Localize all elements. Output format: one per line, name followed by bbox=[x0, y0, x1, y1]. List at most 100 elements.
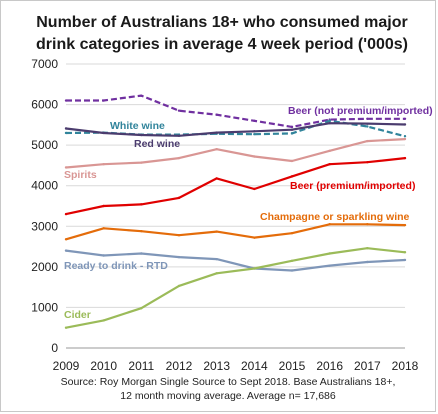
x-tick-label: 2012 bbox=[166, 359, 193, 373]
data-point bbox=[328, 122, 331, 125]
data-point bbox=[215, 257, 218, 261]
data-point bbox=[102, 204, 105, 208]
data-point bbox=[102, 99, 105, 102]
series-label: Beer (premium/imported) bbox=[290, 180, 415, 192]
data-point bbox=[140, 94, 143, 97]
data-point bbox=[328, 163, 331, 166]
y-tick-label: 3000 bbox=[31, 219, 58, 233]
data-point bbox=[403, 123, 407, 126]
series-label: Champagne or sparkling wine bbox=[260, 211, 410, 223]
data-point bbox=[177, 196, 181, 200]
series-line bbox=[65, 247, 406, 329]
data-point bbox=[215, 148, 218, 151]
series-label: Spirits bbox=[64, 169, 97, 181]
y-tick-label: 5000 bbox=[31, 138, 58, 152]
data-point bbox=[102, 227, 105, 230]
data-point bbox=[290, 175, 294, 178]
y-tick-label: 0 bbox=[51, 341, 58, 355]
data-point bbox=[64, 99, 68, 102]
data-point bbox=[140, 203, 143, 206]
data-point bbox=[140, 252, 143, 255]
data-point bbox=[102, 131, 105, 135]
data-point bbox=[366, 246, 369, 250]
data-point bbox=[403, 117, 407, 120]
data-point bbox=[403, 251, 407, 254]
series-label: Ready to drink - RTD bbox=[64, 260, 168, 272]
data-point bbox=[253, 267, 256, 270]
data-point bbox=[403, 135, 407, 138]
y-tick-label: 7000 bbox=[31, 57, 58, 71]
series-labels: Beer (not premium/imported) White wine Red… bbox=[64, 105, 433, 321]
data-point bbox=[328, 223, 331, 226]
x-tick-label: 2018 bbox=[392, 359, 419, 373]
data-point bbox=[366, 125, 369, 128]
series-lines bbox=[64, 94, 407, 329]
data-point bbox=[366, 260, 369, 264]
data-point bbox=[328, 252, 331, 255]
data-point bbox=[177, 109, 181, 112]
data-point bbox=[102, 163, 105, 166]
data-point bbox=[64, 238, 68, 241]
x-tick-label: 2016 bbox=[316, 359, 343, 373]
data-point bbox=[403, 156, 407, 160]
data-point bbox=[290, 128, 294, 131]
x-tick-label: 2015 bbox=[279, 359, 306, 373]
data-point bbox=[366, 160, 369, 164]
series-line bbox=[65, 249, 406, 272]
data-point bbox=[328, 264, 331, 267]
data-point bbox=[290, 159, 294, 163]
data-point bbox=[215, 177, 218, 180]
x-tick-label: 2009 bbox=[53, 359, 80, 373]
data-point bbox=[215, 113, 218, 116]
data-point bbox=[403, 223, 407, 227]
data-point bbox=[64, 249, 68, 252]
data-point bbox=[177, 255, 181, 259]
data-point bbox=[366, 139, 369, 143]
series-label: White wine bbox=[110, 120, 165, 132]
data-point bbox=[64, 127, 68, 130]
data-point bbox=[403, 258, 407, 262]
grid bbox=[66, 63, 405, 349]
series-label: Cider bbox=[64, 309, 91, 321]
series-line bbox=[65, 157, 406, 216]
y-tick-label: 6000 bbox=[31, 98, 58, 112]
data-point bbox=[290, 259, 294, 262]
series-line bbox=[66, 94, 405, 129]
data-point bbox=[64, 326, 68, 329]
data-point bbox=[215, 131, 218, 134]
data-point bbox=[290, 132, 294, 135]
data-point bbox=[177, 156, 181, 160]
series-line bbox=[65, 223, 406, 241]
data-point bbox=[64, 212, 68, 216]
data-point bbox=[403, 137, 407, 141]
y-tick-label: 2000 bbox=[31, 260, 58, 274]
x-tick-label: 2013 bbox=[203, 359, 230, 373]
x-tick-label: 2011 bbox=[128, 359, 154, 373]
data-point bbox=[177, 284, 181, 288]
chart-title-line-1: Number of Australians 18+ who consumed m… bbox=[36, 14, 408, 31]
y-tick-label: 1000 bbox=[31, 300, 58, 314]
data-point bbox=[177, 234, 181, 237]
data-point bbox=[140, 161, 143, 164]
data-point bbox=[215, 272, 218, 275]
data-point bbox=[64, 166, 68, 169]
data-point bbox=[177, 134, 181, 138]
series-label: Beer (not premium/imported) bbox=[288, 105, 433, 117]
data-point bbox=[102, 319, 105, 322]
data-point bbox=[328, 119, 331, 123]
data-point bbox=[290, 269, 294, 272]
data-point bbox=[253, 119, 256, 123]
data-point bbox=[253, 236, 256, 239]
data-point bbox=[366, 223, 369, 226]
data-point bbox=[253, 132, 256, 136]
data-point bbox=[290, 231, 294, 235]
data-point bbox=[290, 125, 294, 129]
data-point bbox=[140, 307, 143, 310]
data-point bbox=[215, 230, 218, 233]
data-point bbox=[328, 149, 331, 153]
data-point bbox=[253, 155, 256, 158]
x-tick-label: 2010 bbox=[90, 359, 117, 373]
data-point bbox=[253, 187, 256, 191]
